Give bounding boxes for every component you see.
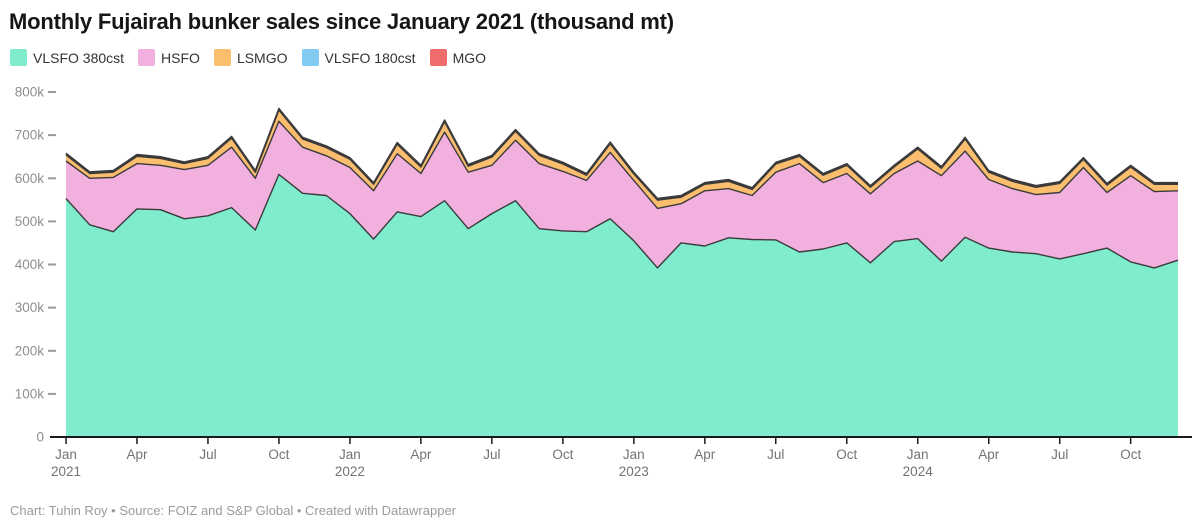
y-tick [48, 263, 56, 266]
x-axis-year-label: 2024 [903, 464, 934, 479]
y-tick [48, 134, 56, 137]
x-tick [562, 437, 564, 444]
x-axis-label: Oct [552, 447, 573, 462]
x-axis-year-label: 2021 [51, 464, 81, 479]
x-axis-label: Oct [268, 447, 289, 462]
x-axis-label: Jan [623, 447, 645, 462]
x-tick [917, 437, 919, 444]
y-tick [48, 177, 56, 180]
y-axis-label: 700k [15, 128, 45, 143]
y-axis-label: 500k [15, 214, 45, 229]
x-tick [1059, 437, 1061, 444]
x-axis-label: Jul [1051, 447, 1068, 462]
x-tick [633, 437, 635, 444]
x-tick [420, 437, 422, 444]
x-axis-label: Jan [339, 447, 361, 462]
x-tick [988, 437, 990, 444]
legend-swatch-mgo [429, 49, 447, 66]
y-axis-label: 100k [15, 386, 45, 401]
area-hsfo[interactable] [66, 121, 1178, 268]
legend-item-mgo: MGO [429, 49, 487, 66]
legend-item-vlsfo-180cst: VLSFO 180cst [301, 49, 416, 66]
x-axis-baseline [50, 436, 1192, 438]
x-axis-label: Oct [1120, 447, 1141, 462]
attribution-footer: Chart: Tuhin Roy • Source: FOIZ and S&P … [10, 503, 457, 518]
y-axis-label: 200k [15, 343, 45, 358]
y-axis-label: 0 [36, 430, 44, 445]
y-axis-label: 300k [15, 300, 45, 315]
x-axis-label: Apr [126, 447, 148, 462]
x-axis-label: Jan [55, 447, 77, 462]
x-axis-label: Jul [767, 447, 784, 462]
y-axis-label: 600k [15, 171, 45, 186]
x-tick [775, 437, 777, 444]
x-tick [704, 437, 706, 444]
legend-swatch-vlsfo-180cst [301, 49, 319, 66]
legend-label: VLSFO 380cst [33, 49, 125, 66]
legend-label: HSFO [161, 49, 200, 66]
area-vlsfo-380cst[interactable] [66, 174, 1178, 437]
y-tick [48, 220, 56, 223]
x-axis-label: Apr [694, 447, 716, 462]
chart-title: Monthly Fujairah bunker sales since Janu… [9, 9, 674, 34]
x-axis-label: Jul [199, 447, 216, 462]
legend-swatch-hsfo [138, 49, 156, 66]
y-tick [48, 306, 56, 309]
legend: VLSFO 380cst HSFO LSMGO VLSFO 180cst MGO [10, 49, 486, 66]
x-axis-year-label: 2022 [335, 464, 365, 479]
legend-label: LSMGO [236, 49, 288, 66]
legend-label: VLSFO 180cst [324, 49, 416, 66]
x-tick [65, 437, 67, 444]
x-tick [1129, 437, 1132, 444]
y-tick [48, 349, 56, 352]
legend-swatch-vlsfo-380cst [10, 49, 27, 66]
x-tick [136, 437, 138, 444]
x-axis-label: Jan [907, 447, 929, 462]
x-tick [278, 437, 280, 444]
x-axis-label: Apr [978, 447, 1000, 462]
legend-item-lsmgo: LSMGO [213, 49, 288, 66]
y-axis-label: 400k [15, 257, 45, 272]
legend-swatch-lsmgo [213, 49, 231, 66]
legend-item-hsfo: HSFO [138, 49, 200, 66]
x-tick [491, 437, 493, 444]
x-tick [349, 437, 351, 444]
y-axis-label: 800k [15, 85, 45, 100]
x-axis-year-label: 2023 [619, 464, 649, 479]
boundary-mgo [65, 107, 1178, 200]
x-tick [207, 437, 209, 444]
x-axis-label: Apr [410, 447, 432, 462]
legend-label: MGO [452, 49, 487, 66]
y-tick [48, 91, 56, 93]
legend-item-vlsfo-380cst: VLSFO 380cst [10, 49, 124, 66]
y-tick [48, 392, 56, 395]
boundary-vlsfo-380cst [65, 173, 1179, 269]
x-axis-label: Jul [483, 447, 500, 462]
plot-area[interactable]: 0 100k 200k 300k 400k 500k 600k 700k 800k Jan 2021… [0, 0, 1200, 500]
boundary-hsfo [65, 120, 1179, 210]
x-axis-label: Oct [836, 447, 857, 462]
x-tick [846, 437, 848, 444]
